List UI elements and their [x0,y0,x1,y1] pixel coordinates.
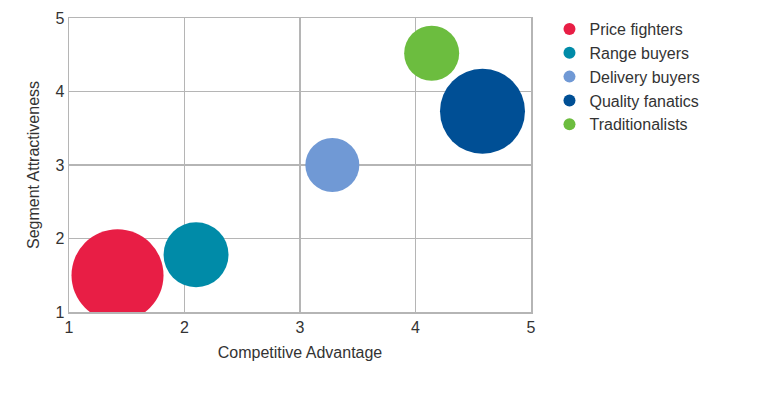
svg-text:2: 2 [55,230,64,247]
svg-text:5: 5 [527,319,536,336]
svg-text:Range buyers: Range buyers [589,45,689,62]
svg-text:3: 3 [55,157,64,174]
svg-text:5: 5 [55,10,64,27]
svg-text:Segment Attractiveness: Segment Attractiveness [25,81,42,249]
svg-text:1: 1 [55,304,64,321]
svg-text:2: 2 [180,319,189,336]
svg-text:1: 1 [65,319,74,336]
svg-text:Price fighters: Price fighters [589,21,682,38]
svg-text:Traditionalists: Traditionalists [589,116,687,133]
svg-text:Delivery buyers: Delivery buyers [589,69,699,86]
svg-text:Quality fanatics: Quality fanatics [589,93,698,110]
svg-text:3: 3 [296,319,305,336]
svg-text:4: 4 [55,83,64,100]
svg-text:4: 4 [411,319,420,336]
svg-text:Competitive Advantage: Competitive Advantage [218,344,383,361]
